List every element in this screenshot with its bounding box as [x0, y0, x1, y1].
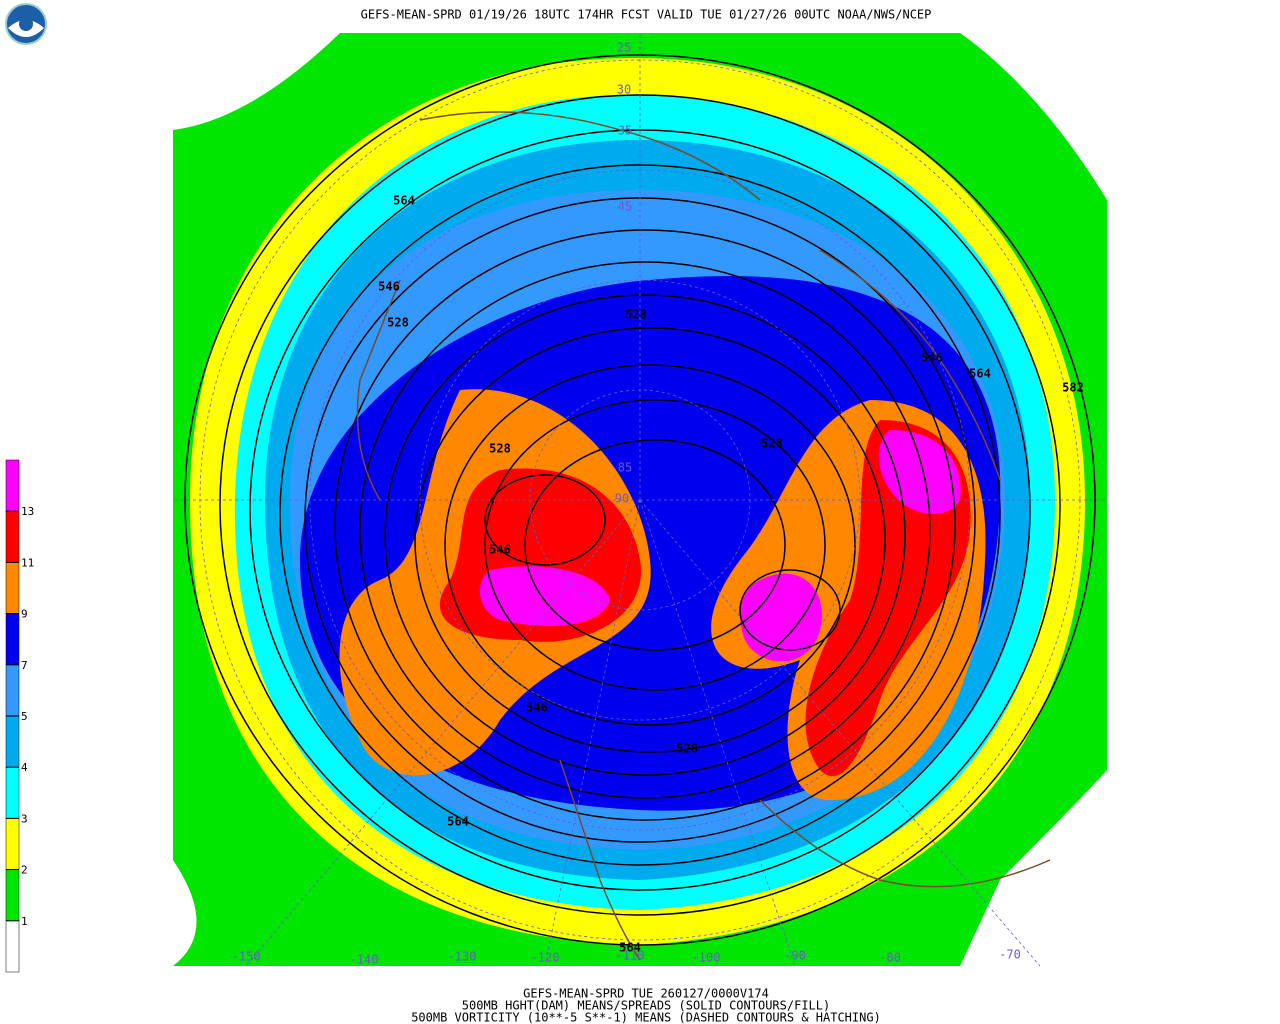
longitude-label: -70 — [999, 948, 1021, 962]
footer-line: GEFS-MEAN-SPRD TUE 260127/0000V174 — [523, 987, 769, 1001]
colorbar-label: 3 — [21, 812, 28, 825]
colorbar-segment — [5, 818, 20, 870]
longitude-label: -130 — [448, 950, 477, 964]
noaa-logo — [5, 3, 47, 45]
colorbar-label: 4 — [21, 761, 28, 774]
footer-line: 500MB VORTICITY (10**-5 S**-1) MEANS (DA… — [411, 1011, 881, 1024]
contour-label: 528 — [676, 742, 698, 756]
longitude-label: -110 — [616, 949, 645, 963]
coastlines — [356, 111, 1051, 961]
contour-label: 546 — [921, 351, 943, 365]
map-area: 564 546 528 528 528 546 564 582 528 546 564 528 546 5… — [173, 33, 1107, 967]
colorbar-label: 13 — [21, 505, 34, 518]
spread-fill — [479, 566, 610, 626]
contour-label: 528 — [625, 308, 647, 322]
colorbar-segment — [5, 920, 20, 973]
colorbar-label: 2 — [21, 864, 28, 877]
colorbar-segment — [5, 664, 20, 717]
colorbar-segment — [5, 613, 20, 666]
longitude-label: -100 — [692, 951, 721, 965]
contour-label: 528 — [489, 442, 511, 456]
spread-fill — [740, 573, 822, 662]
latitude-label: 45 — [618, 200, 632, 214]
colorbar-label: 7 — [21, 659, 28, 672]
contour-label: 546 — [526, 701, 548, 715]
contour-label: 528 — [761, 437, 783, 451]
colorbar: 1 2 3 4 5 7 9 11 13 — [5, 459, 34, 973]
colorbar-segment — [5, 510, 20, 563]
longitude-label: -90 — [784, 949, 806, 963]
colorbar-segment — [5, 766, 20, 819]
contour-label: 564 — [969, 367, 991, 381]
contour-label: 564 — [393, 194, 415, 208]
colorbar-segment — [5, 562, 20, 614]
longitude-label: -150 — [232, 950, 261, 964]
spread-fill — [878, 430, 961, 514]
grid-labels: 25 30 35 45 85 90 -150 -140 -130 -120 -110 -100 -90 -… — [232, 41, 1021, 967]
contour-label: 564 — [619, 941, 641, 955]
longitude-label: -80 — [879, 951, 901, 965]
graticule — [173, 33, 1107, 966]
colorbar-segment — [5, 869, 20, 922]
colorbar-segment — [5, 715, 20, 768]
longitude-label: -140 — [350, 953, 379, 967]
colorbar-label: 1 — [21, 915, 28, 928]
latitude-label: 90 — [615, 492, 629, 506]
spread-fill — [173, 33, 1107, 966]
contour-label: 564 — [447, 815, 469, 829]
latitude-label: 85 — [618, 461, 632, 475]
colorbar-label: 5 — [21, 710, 28, 723]
contour-label: 546 — [489, 543, 511, 557]
latitude-label: 30 — [617, 83, 631, 97]
colorbar-label: 9 — [21, 608, 28, 621]
height-contours — [184, 54, 1096, 946]
longitude-label: -120 — [531, 951, 560, 965]
contour-label: 582 — [1062, 381, 1084, 395]
footer-line: 500MB HGHT(DAM) MEANS/SPREADS (SOLID CON… — [462, 999, 830, 1013]
contour-label: 546 — [378, 280, 400, 294]
latitude-label: 35 — [618, 124, 632, 138]
contour-labels: 564 546 528 528 528 546 564 582 528 546 564 528 546 5… — [378, 194, 1084, 955]
contour-label: 528 — [387, 316, 409, 330]
colorbar-segment — [5, 459, 20, 512]
map-title: GEFS-MEAN-SPRD 01/19/26 18UTC 174HR FCST… — [361, 8, 932, 22]
latitude-label: 25 — [617, 41, 631, 55]
colorbar-label: 11 — [21, 556, 34, 569]
